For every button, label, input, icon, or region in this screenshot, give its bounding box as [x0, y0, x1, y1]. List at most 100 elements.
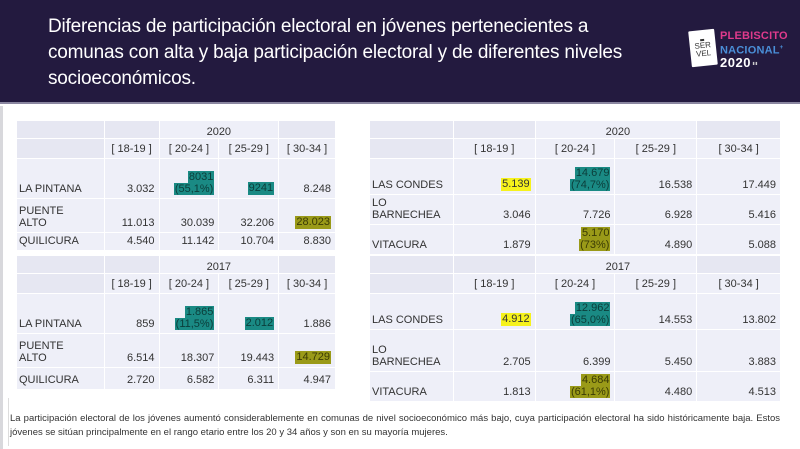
- age-header: [ 20-24 ]: [534, 273, 616, 294]
- cell-value-highlight: 2.012: [218, 293, 280, 334]
- cell-value: 4.513: [696, 371, 781, 402]
- cell-value: 1.879: [452, 224, 536, 255]
- cell-value: 1.886: [278, 293, 336, 334]
- logo-line-3: 2020 ▮▮: [720, 54, 758, 70]
- left-edge-bar: [0, 106, 3, 449]
- table-row: LA PINTANA 3.032 8031 (55,1%) 9241 8.248: [16, 158, 336, 199]
- cell-value: 7.726: [534, 194, 616, 225]
- table-row: LAS CONDES 4.912 12.962 (65,0%) 14.553 13…: [369, 293, 781, 330]
- cell-value: 16.538: [614, 158, 698, 195]
- comuna-label: LO BARNECHEA: [369, 194, 454, 225]
- cell-value: 14.553: [614, 293, 698, 330]
- cell-value: 859: [103, 293, 160, 334]
- cell-value: 30.039: [158, 198, 220, 233]
- age-header: [ 25-29 ]: [218, 138, 280, 159]
- footer-box: [8, 398, 796, 446]
- age-header: [ 25-29 ]: [218, 273, 280, 294]
- cell-value: 2.720: [103, 367, 160, 390]
- comuna-label: PUENTE ALTO: [16, 333, 105, 368]
- age-header: [ 30-34 ]: [278, 273, 336, 294]
- cell-value-highlight: 12.962 (65,0%): [534, 293, 616, 330]
- cell-value-highlight: 4.912: [452, 293, 536, 330]
- comuna-label: LO BARNECHEA: [369, 329, 454, 372]
- comuna-label: LA PINTANA: [16, 158, 105, 199]
- table-row: QUILICURA 2.720 6.582 6.311 4.947: [16, 367, 336, 390]
- comuna-label: QUILICURA: [16, 232, 105, 251]
- cell-value: 8.248: [278, 158, 336, 199]
- year-label: 2017: [158, 255, 280, 274]
- comuna-label: LA PINTANA: [16, 293, 105, 334]
- age-header: [ 20-24 ]: [158, 138, 220, 159]
- age-header: [ 20-24 ]: [534, 138, 616, 159]
- cell-value: 11.142: [158, 232, 220, 251]
- age-header-row: [ 18-19 ] [ 20-24 ] [ 25-29 ] [ 30-34 ]: [369, 138, 781, 159]
- table-year-row: 2020: [369, 120, 781, 139]
- cell-value: 3.032: [103, 158, 160, 199]
- cell-value: 2.705: [452, 329, 536, 372]
- table-row: LO BARNECHEA 3.046 7.726 6.928 5.416: [369, 194, 781, 225]
- logo-line-1: PLEBISCITO: [720, 30, 788, 42]
- cell-value-highlight: 4.684 (61,1%): [534, 371, 616, 402]
- comuna-label: VITACURA: [369, 371, 454, 402]
- cell-value-highlight: 5.170 (73%): [534, 224, 616, 255]
- age-header: [ 30-34 ]: [278, 138, 336, 159]
- table-row: LO BARNECHEA 2.705 6.399 5.450 3.883: [369, 329, 781, 372]
- cell-value: 17.449: [696, 158, 781, 195]
- cell-value: 3.883: [696, 329, 781, 372]
- table-low-ses-2017: 2017 [ 18-19 ] [ 20-24 ] [ 25-29 ] [ 30-…: [16, 255, 336, 390]
- comuna-label: QUILICURA: [16, 367, 105, 390]
- cell-value: 4.947: [278, 367, 336, 390]
- comuna-label: LAS CONDES: [369, 293, 454, 330]
- cell-value-highlight: 1.865 (11,5%): [158, 293, 220, 334]
- plebiscito-logo: SER VEL PLEBISCITO NACIONAL+ 2020 ▮▮: [688, 28, 790, 72]
- cell-value-highlight: 14.729: [278, 333, 336, 368]
- cell-value: 4.480: [614, 371, 698, 402]
- cell-value: 6.514: [103, 333, 160, 368]
- servel-text-2: VEL: [695, 47, 712, 59]
- age-header-row: [ 18-19 ] [ 20-24 ] [ 25-29 ] [ 30-34 ]: [16, 273, 336, 294]
- age-header-row: [ 18-19 ] [ 20-24 ] [ 25-29 ] [ 30-34 ]: [369, 273, 781, 294]
- cell-value-highlight: 5.139: [452, 158, 536, 195]
- age-header: [ 20-24 ]: [158, 273, 220, 294]
- age-header: [ 30-34 ]: [696, 138, 781, 159]
- cell-value: 1.813: [452, 371, 536, 402]
- cell-value: 4.540: [103, 232, 160, 251]
- year-label: 2020: [158, 120, 280, 139]
- cell-value: 8.830: [278, 232, 336, 251]
- cell-value: 11.013: [103, 198, 160, 233]
- table-row: PUENTE ALTO 11.013 30.039 32.206 28.023: [16, 198, 336, 233]
- plebiscito-wordmark: PLEBISCITO NACIONAL+ 2020 ▮▮: [720, 30, 788, 69]
- cell-value: 13.802: [696, 293, 781, 330]
- table-year-row: 2017: [16, 255, 336, 274]
- servel-logo-icon: SER VEL: [688, 28, 718, 68]
- cell-value: 5.416: [696, 194, 781, 225]
- slide-title: Diferencias de participación electoral e…: [48, 16, 623, 89]
- table-high-ses-2020: 2020 [ 18-19 ] [ 20-24 ] [ 25-29 ] [ 30-…: [369, 120, 781, 255]
- table-low-ses-2020: 2020 [ 18-19 ] [ 20-24 ] [ 25-29 ] [ 30-…: [16, 120, 336, 251]
- cell-value-highlight: 8031 (55,1%): [158, 158, 220, 199]
- table-row: VITACURA 1.813 4.684 (61,1%) 4.480 4.513: [369, 371, 781, 402]
- cell-value-highlight: 28.023: [278, 198, 336, 233]
- table-year-row: 2020: [16, 120, 336, 139]
- age-header: [ 18-19 ]: [452, 138, 536, 159]
- age-header: [ 18-19 ]: [452, 273, 536, 294]
- cell-value: 5.450: [614, 329, 698, 372]
- age-header: [ 18-19 ]: [103, 138, 160, 159]
- cell-value: 19.443: [218, 333, 280, 368]
- logo-line-2: NACIONAL+: [720, 44, 784, 57]
- table-row: LAS CONDES 5.139 14.679 (74,7%) 16.538 17…: [369, 158, 781, 195]
- cell-value: 10.704: [218, 232, 280, 251]
- comuna-label: LAS CONDES: [369, 158, 454, 195]
- footer-note: La participación electoral de los jóvene…: [10, 413, 780, 438]
- table-year-row: 2017: [369, 255, 781, 274]
- year-label: 2017: [534, 255, 698, 274]
- cell-value: 5.088: [696, 224, 781, 255]
- cell-value: 6.311: [218, 367, 280, 390]
- cell-value: 3.046: [452, 194, 536, 225]
- slide-header: Diferencias de participación electoral e…: [0, 0, 800, 104]
- cell-value-highlight: 9241: [218, 158, 280, 199]
- table-row: VITACURA 1.879 5.170 (73%) 4.890 5.088: [369, 224, 781, 255]
- cell-value: 6.928: [614, 194, 698, 225]
- year-label: 2020: [534, 120, 698, 139]
- cell-value: 32.206: [218, 198, 280, 233]
